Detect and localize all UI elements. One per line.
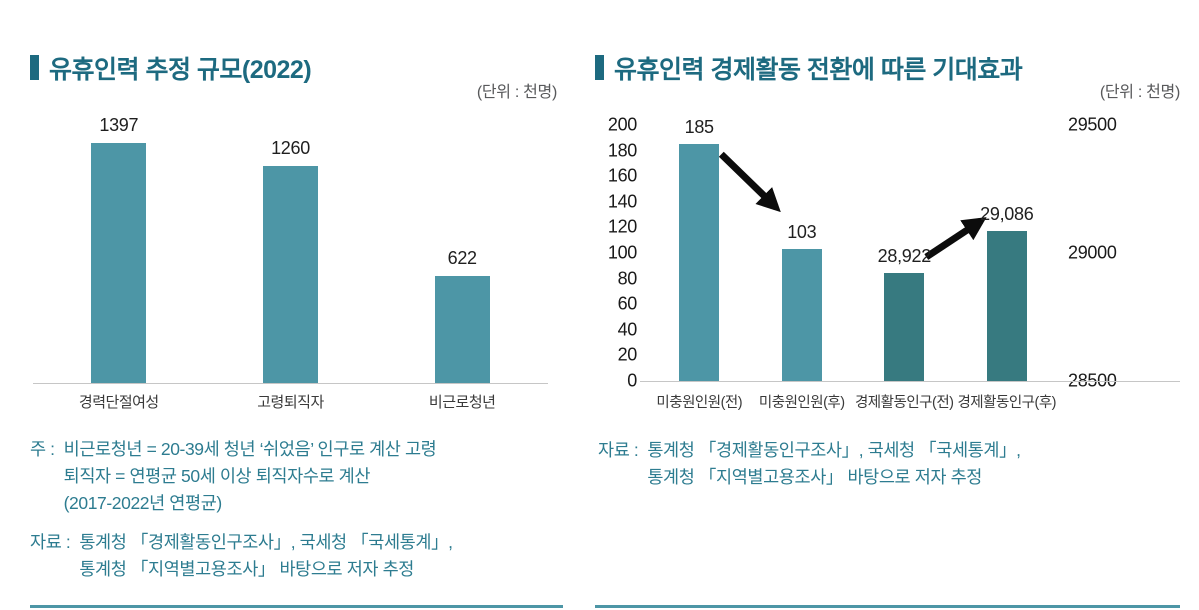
left-axis-tick-label: 120: [607, 216, 637, 237]
bar-미충원인원(전): [679, 144, 720, 381]
left-chart-title: 유휴인력 추정 규모(2022): [30, 50, 312, 86]
footer-rule-left: [30, 605, 563, 608]
bar-경제활동인구(전): [884, 273, 925, 381]
bar-value-label: 622: [447, 248, 477, 268]
category-label: 경력단절여성: [78, 394, 159, 411]
left-category-axis: 경력단절여성 고령퇴직자 비근로청년: [33, 391, 548, 412]
note-label: 자료 :: [30, 532, 71, 552]
left-axis-tick-label: 140: [607, 191, 637, 212]
right-axis-tick-label: 29500: [1068, 114, 1117, 135]
left-axis-tick-label: 0: [627, 370, 637, 391]
title-accent-bar-icon: [30, 55, 39, 81]
bar-value-label: 185: [684, 117, 714, 138]
left-axis-tick-label: 200: [607, 114, 637, 135]
left-axis-tick-label: 60: [617, 293, 638, 314]
note-row: 자료 : 통계청 「경제활동인구조사」, 국세청 「국세통계」, 통계청 「지역별고…: [30, 529, 578, 583]
note-line: 통계청 「지역별고용조사」 바탕으로 저자 추정: [79, 559, 414, 579]
right-chart-right-axis: 28500 29000 29500: [1066, 115, 1146, 391]
right-chart-left-axis: 0 20 40 60 80 100 120 140 160 180 200: [595, 115, 641, 391]
left-axis-tick-label: 180: [607, 140, 637, 161]
bar-비근로청년: [434, 276, 490, 383]
note-label: 주 :: [30, 439, 55, 459]
left-axis-tick-label: 40: [617, 319, 638, 340]
note-line: 통계청 「경제활동인구조사」, 국세청 「국세통계」,: [79, 532, 453, 552]
bar-value-label: 28,922: [877, 246, 932, 266]
category-label: 경제활동인구(후): [957, 395, 1057, 411]
right-chart-title: 유휴인력 경제활동 전환에 따른 기대효과: [595, 50, 1023, 86]
bar-value-label: 29,086: [980, 204, 1034, 224]
left-unit-label: (단위 : 천명): [476, 84, 557, 101]
note-line: (2017-2022년 연평균): [63, 493, 223, 513]
bar-경력단절여성: [91, 142, 147, 383]
left-axis-tick-label: 20: [617, 344, 638, 365]
right-plot-area: 185 103 28,922 29,086: [648, 117, 1058, 381]
category-label: 미충원인원(후): [758, 395, 845, 411]
note-line: 통계청 「지역별고용조사」 바탕으로 저자 추정: [647, 467, 982, 487]
bar-value-label: 103: [787, 222, 817, 243]
bar-value-label: 1397: [99, 114, 139, 135]
left-axis-tick-label: 80: [617, 268, 638, 289]
bar-미충원인원(후): [781, 249, 822, 381]
note-line: 통계청 「경제활동인구조사」, 국세청 「국세통계」,: [647, 440, 1021, 460]
note-line: 퇴직자 = 연평균 50세 이상 퇴직자수로 계산: [63, 466, 371, 486]
right-baseline: [640, 381, 1180, 382]
bar-value-label: 1260: [271, 138, 310, 159]
note-label: 자료 :: [598, 440, 639, 460]
right-category-axis: 미충원인원(전) 미충원인원(후) 경제활동인구(전) 경제활동인구(후): [648, 391, 1058, 412]
left-chart-title-text: 유휴인력 추정 규모(2022): [49, 55, 312, 84]
right-unit-label: (단위 : 천명): [1099, 84, 1180, 101]
category-label: 경제활동인구(전): [854, 395, 954, 411]
category-label: 비근로청년: [428, 394, 496, 411]
footer-rule-right: [595, 605, 1180, 608]
right-chart-title-text: 유휴인력 경제활동 전환에 따른 기대효과: [614, 55, 1023, 84]
note-body: 통계청 「경제활동인구조사」, 국세청 「국세통계」, 통계청 「지역별고용조사」…: [79, 529, 453, 583]
note-body: 통계청 「경제활동인구조사」, 국세청 「국세통계」, 통계청 「지역별고용조사」…: [647, 437, 1021, 491]
right-axis-tick-label: 28500: [1068, 370, 1117, 391]
down-arrow-icon: [718, 151, 781, 213]
category-label: 미충원인원(전): [656, 395, 743, 411]
bar-경제활동인구(후): [986, 231, 1027, 381]
left-axis-tick-label: 160: [607, 165, 637, 186]
note-row: 자료 : 통계청 「경제활동인구조사」, 국세청 「국세통계」, 통계청 「지역별고…: [598, 437, 1180, 491]
title-accent-bar-icon: [595, 55, 604, 81]
left-axis-tick-label: 100: [607, 242, 637, 263]
right-chart-notes: 자료 : 통계청 「경제활동인구조사」, 국세청 「국세통계」, 통계청 「지역별고…: [598, 437, 1180, 491]
right-axis-tick-label: 29000: [1068, 242, 1117, 263]
category-label: 고령퇴직자: [257, 394, 324, 411]
bar-고령퇴직자: [263, 166, 318, 383]
note-line: 비근로청년 = 20-39세 청년 ‘쉬었음’ 인구로 계산 고령: [63, 439, 437, 459]
left-plot-area: 1397 1260 622: [33, 115, 548, 384]
